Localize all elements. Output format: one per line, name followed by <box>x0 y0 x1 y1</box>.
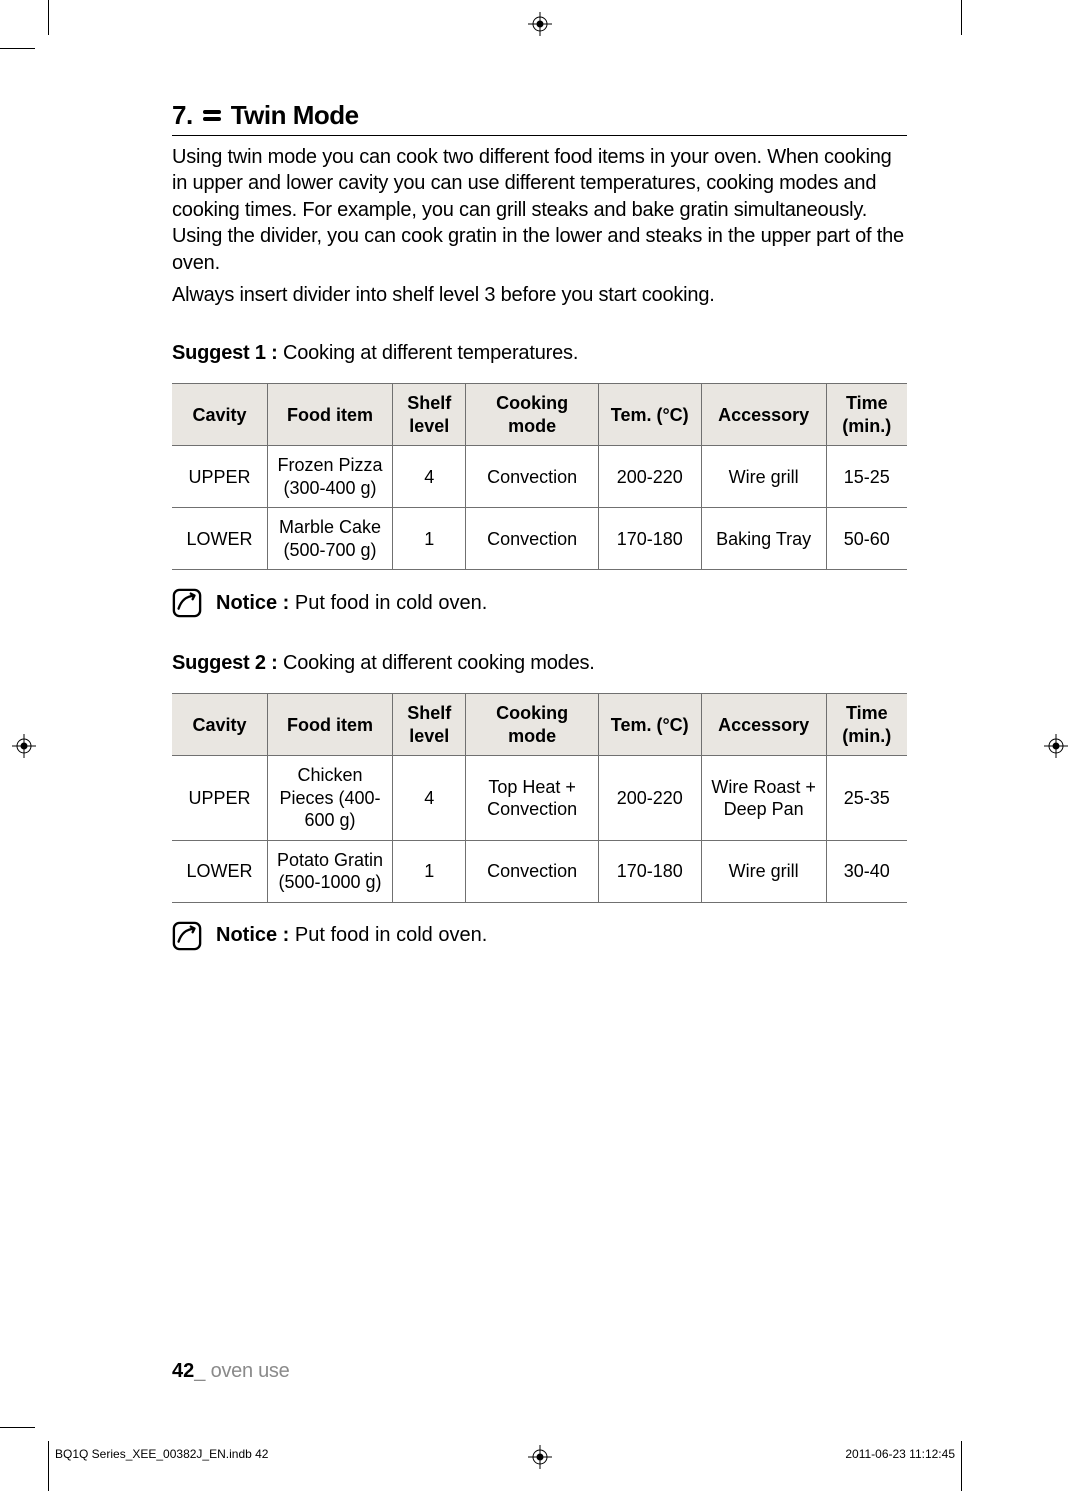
table-row: UPPER Frozen Pizza (300-400 g) 4 Convect… <box>172 446 907 508</box>
cell-food: Frozen Pizza (300-400 g) <box>268 446 393 508</box>
cell-cavity: LOWER <box>172 840 268 902</box>
cell-tem: 170-180 <box>598 840 701 902</box>
table-header-row: Cavity Food item Shelf level Cooking mod… <box>172 694 907 756</box>
th-mode: Cooking mode <box>466 384 598 446</box>
cell-tem: 200-220 <box>598 446 701 508</box>
intro-paragraph: Using twin mode you can cook two differe… <box>172 144 907 276</box>
th-tem: Tem. (°C) <box>598 694 701 756</box>
registration-mark-icon <box>12 734 36 758</box>
crop-mark <box>0 48 35 49</box>
cell-food: Chicken Pieces (400-600 g) <box>268 756 393 841</box>
cell-tem: 200-220 <box>598 756 701 841</box>
cell-food: Marble Cake (500-700 g) <box>268 508 393 570</box>
suggest-2-heading: Suggest 2 : Cooking at different cooking… <box>172 652 907 675</box>
notice-icon <box>172 588 202 618</box>
cell-mode: Convection <box>466 840 598 902</box>
twin-mode-icon <box>203 110 221 121</box>
page-footer: 42_ oven use <box>172 1360 289 1383</box>
table-row: LOWER Marble Cake (500-700 g) 1 Convecti… <box>172 508 907 570</box>
registration-mark-icon <box>528 1445 552 1469</box>
cell-accessory: Wire grill <box>701 840 826 902</box>
cell-accessory: Wire grill <box>701 446 826 508</box>
page-number: 42 <box>172 1360 194 1382</box>
registration-mark-icon <box>1044 734 1068 758</box>
crop-mark <box>0 1427 35 1428</box>
th-mode: Cooking mode <box>466 694 598 756</box>
th-time: Time (min.) <box>826 384 907 446</box>
slug-timestamp: 2011-06-23 11:12:45 <box>845 1447 955 1461</box>
section-number: 7. <box>172 100 193 131</box>
crop-mark <box>48 1441 49 1491</box>
cell-mode: Convection <box>466 508 598 570</box>
cell-shelf: 1 <box>392 508 466 570</box>
cell-shelf: 1 <box>392 840 466 902</box>
cell-time: 25-35 <box>826 756 907 841</box>
suggest-2-label: Suggest 2 : <box>172 652 278 674</box>
table-row: UPPER Chicken Pieces (400-600 g) 4 Top H… <box>172 756 907 841</box>
notice-icon <box>172 921 202 951</box>
th-food: Food item <box>268 384 393 446</box>
registration-mark-icon <box>528 12 552 36</box>
notice-text: Notice : Put food in cold oven. <box>216 592 487 615</box>
th-food: Food item <box>268 694 393 756</box>
notice-label: Notice : <box>216 592 289 614</box>
cell-mode: Top Heat + Convection <box>466 756 598 841</box>
cell-cavity: UPPER <box>172 756 268 841</box>
notice-2: Notice : Put food in cold oven. <box>172 921 907 951</box>
th-tem: Tem. (°C) <box>598 384 701 446</box>
th-shelf: Shelf level <box>392 384 466 446</box>
notice-text: Notice : Put food in cold oven. <box>216 924 487 947</box>
table-row: LOWER Potato Gratin (500-1000 g) 1 Conve… <box>172 840 907 902</box>
notice-1: Notice : Put food in cold oven. <box>172 588 907 618</box>
th-cavity: Cavity <box>172 384 268 446</box>
footer-section: oven use <box>211 1360 290 1382</box>
intro-paragraph-2: Always insert divider into shelf level 3… <box>172 282 907 308</box>
table-header-row: Cavity Food item Shelf level Cooking mod… <box>172 384 907 446</box>
cell-accessory: Baking Tray <box>701 508 826 570</box>
th-time: Time (min.) <box>826 694 907 756</box>
suggest-1-heading: Suggest 1 : Cooking at different tempera… <box>172 342 907 365</box>
crop-mark <box>961 0 962 35</box>
footer-underscore: _ <box>194 1360 205 1382</box>
cell-cavity: UPPER <box>172 446 268 508</box>
cell-time: 50-60 <box>826 508 907 570</box>
cell-shelf: 4 <box>392 756 466 841</box>
th-shelf: Shelf level <box>392 694 466 756</box>
th-accessory: Accessory <box>701 694 826 756</box>
slug-filename: BQ1Q Series_XEE_00382J_EN.indb 42 <box>55 1447 268 1461</box>
section-title: 7. Twin Mode <box>172 100 907 136</box>
suggest-2-table: Cavity Food item Shelf level Cooking mod… <box>172 693 907 903</box>
th-accessory: Accessory <box>701 384 826 446</box>
suggest-1-label: Suggest 1 : <box>172 342 278 364</box>
crop-mark <box>48 0 49 35</box>
crop-mark <box>961 1441 962 1491</box>
cell-time: 30-40 <box>826 840 907 902</box>
notice-label: Notice : <box>216 924 289 946</box>
suggest-2-text: Cooking at different cooking modes. <box>283 652 595 674</box>
cell-tem: 170-180 <box>598 508 701 570</box>
notice-body: Put food in cold oven. <box>295 592 487 614</box>
page-content: 7. Twin Mode Using twin mode you can coo… <box>172 100 907 951</box>
cell-time: 15-25 <box>826 446 907 508</box>
cell-shelf: 4 <box>392 446 466 508</box>
cell-food: Potato Gratin (500-1000 g) <box>268 840 393 902</box>
cell-mode: Convection <box>466 446 598 508</box>
section-name: Twin Mode <box>231 100 359 131</box>
cell-cavity: LOWER <box>172 508 268 570</box>
suggest-1-text: Cooking at different temperatures. <box>283 342 578 364</box>
cell-accessory: Wire Roast + Deep Pan <box>701 756 826 841</box>
print-sheet: 7. Twin Mode Using twin mode you can coo… <box>0 0 1080 1491</box>
th-cavity: Cavity <box>172 694 268 756</box>
notice-body: Put food in cold oven. <box>295 924 487 946</box>
suggest-1-table: Cavity Food item Shelf level Cooking mod… <box>172 383 907 570</box>
